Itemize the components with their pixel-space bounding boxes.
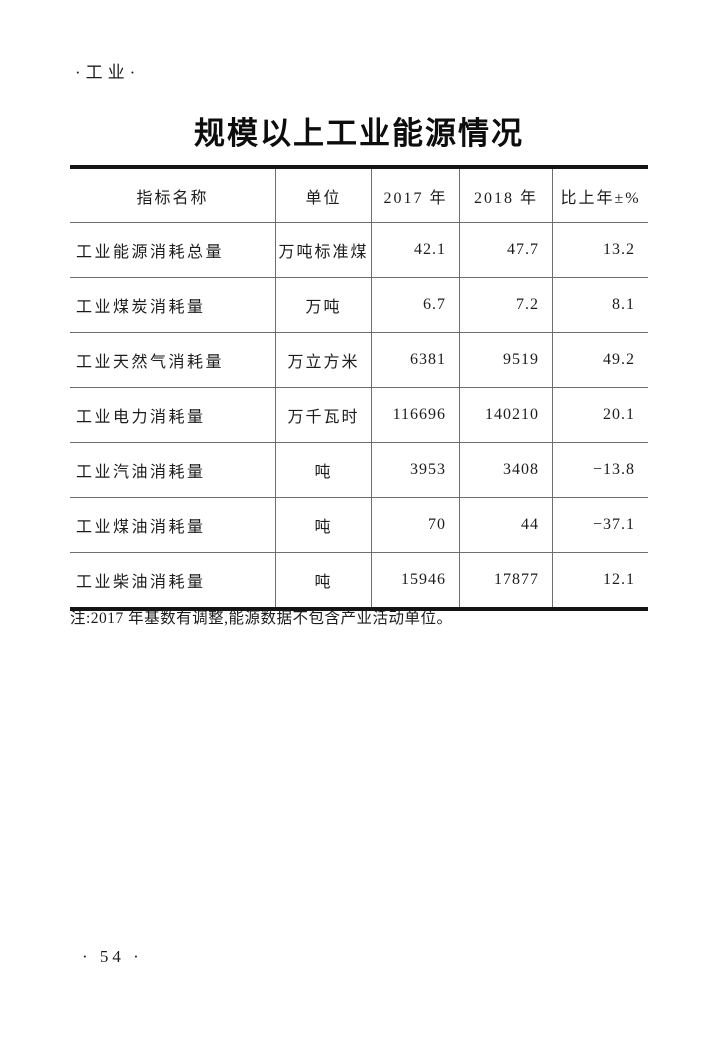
cell-unit: 吨 — [276, 443, 372, 497]
cell-indicator-name: 工业汽油消耗量 — [70, 443, 276, 497]
cell-2018-value: 9519 — [460, 333, 553, 387]
page-number: · 54 · — [82, 947, 143, 966]
cell-unit: 万吨标准煤 — [276, 223, 372, 277]
header-cell-2017: 2017 年 — [372, 169, 460, 222]
table-row: 工业能源消耗总量 万吨标准煤 42.1 47.7 13.2 — [70, 223, 648, 278]
cell-change-value: −37.1 — [592, 516, 635, 533]
cell-unit: 万千瓦时 — [276, 388, 372, 442]
cell-unit: 万吨 — [276, 278, 372, 332]
table-note: 注:2017 年基数有调整,能源数据不包含产业活动单位。 — [70, 610, 453, 627]
cell-change-value: −13.8 — [592, 461, 635, 478]
cell-2017-value: 15946 — [372, 553, 460, 607]
cell-2018-value: 140210 — [460, 388, 553, 442]
section-label: ·工业· — [75, 63, 141, 82]
cell-indicator-name: 工业能源消耗总量 — [70, 223, 276, 277]
cell-change-value: 20.1 — [603, 406, 635, 423]
cell-change-value: 8.1 — [612, 296, 635, 313]
cell-2017-value: 3953 — [372, 443, 460, 497]
cell-indicator-name: 工业煤炭消耗量 — [70, 278, 276, 332]
cell-unit: 吨 — [276, 498, 372, 552]
cell-indicator-name: 工业煤油消耗量 — [70, 498, 276, 552]
cell-change-value: 49.2 — [603, 351, 635, 368]
cell-2017-value: 70 — [372, 498, 460, 552]
cell-2017-value: 116696 — [372, 388, 460, 442]
cell-change-value: 12.1 — [603, 571, 635, 588]
cell-indicator-name: 工业电力消耗量 — [70, 388, 276, 442]
table-row: 工业柴油消耗量 吨 15946 17877 12.1 — [70, 553, 648, 607]
cell-indicator-name: 工业天然气消耗量 — [70, 333, 276, 387]
energy-stats-table: 指标名称 单位 2017 年 2018 年 比上年±% 工业能源消耗总量 万吨标… — [70, 165, 648, 611]
table-row: 工业天然气消耗量 万立方米 6381 9519 49.2 — [70, 333, 648, 388]
table-row: 工业煤油消耗量 吨 70 44 −37.1 — [70, 498, 648, 553]
table-header-row: 指标名称 单位 2017 年 2018 年 比上年±% — [70, 169, 648, 223]
cell-indicator-name: 工业柴油消耗量 — [70, 553, 276, 607]
table-row: 工业汽油消耗量 吨 3953 3408 −13.8 — [70, 443, 648, 498]
cell-2017-value: 6381 — [372, 333, 460, 387]
header-cell-2018: 2018 年 — [460, 169, 553, 222]
cell-change-value: 13.2 — [603, 241, 635, 258]
cell-2017-value: 6.7 — [372, 278, 460, 332]
cell-2018-value: 7.2 — [460, 278, 553, 332]
cell-2018-value: 47.7 — [460, 223, 553, 277]
page-title: 规模以上工业能源情况 — [194, 116, 524, 151]
cell-unit: 吨 — [276, 553, 372, 607]
cell-2018-value: 44 — [460, 498, 553, 552]
header-cell-indicator: 指标名称 — [70, 169, 276, 222]
cell-unit: 万立方米 — [276, 333, 372, 387]
header-cell-change: 比上年±% — [560, 189, 641, 207]
cell-2018-value: 17877 — [460, 553, 553, 607]
cell-2018-value: 3408 — [460, 443, 553, 497]
header-cell-unit: 单位 — [276, 169, 372, 222]
cell-2017-value: 42.1 — [372, 223, 460, 277]
table-row: 工业电力消耗量 万千瓦时 116696 140210 20.1 — [70, 388, 648, 443]
table-row: 工业煤炭消耗量 万吨 6.7 7.2 8.1 — [70, 278, 648, 333]
